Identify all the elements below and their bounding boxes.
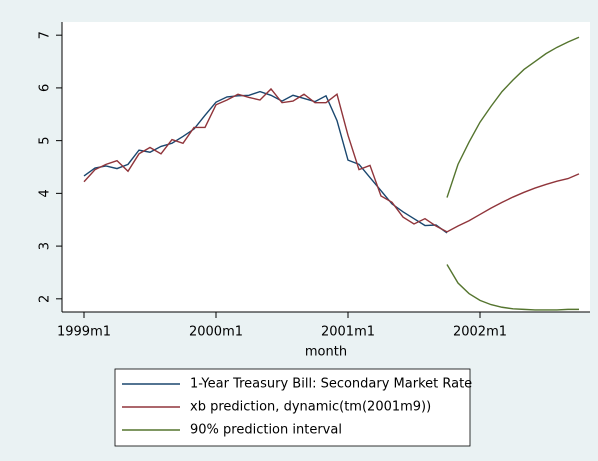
series-line: [446, 264, 579, 311]
legend-label: xb prediction, dynamic(tm(2001m9)): [190, 400, 431, 415]
x-axis-title: month: [305, 345, 347, 360]
x-tick-label: 2002m1: [453, 325, 507, 340]
y-tick-label: 4: [38, 189, 53, 197]
legend-label: 1-Year Treasury Bill: Secondary Market R…: [190, 377, 472, 392]
series-line: [446, 36, 580, 198]
x-tick-label: 2001m1: [321, 325, 375, 340]
y-tick-label: 6: [38, 84, 53, 92]
x-tick-label: 1999m1: [57, 325, 111, 340]
y-tick-label: 7: [38, 31, 53, 39]
y-tick-label: 3: [38, 242, 53, 250]
y-tick-label: 5: [38, 136, 53, 144]
plot-area: [62, 22, 590, 312]
y-tick-label: 2: [38, 295, 53, 303]
x-tick-label: 2000m1: [189, 325, 243, 340]
legend-label: 90% prediction interval: [190, 423, 342, 438]
series-line: [83, 87, 580, 233]
